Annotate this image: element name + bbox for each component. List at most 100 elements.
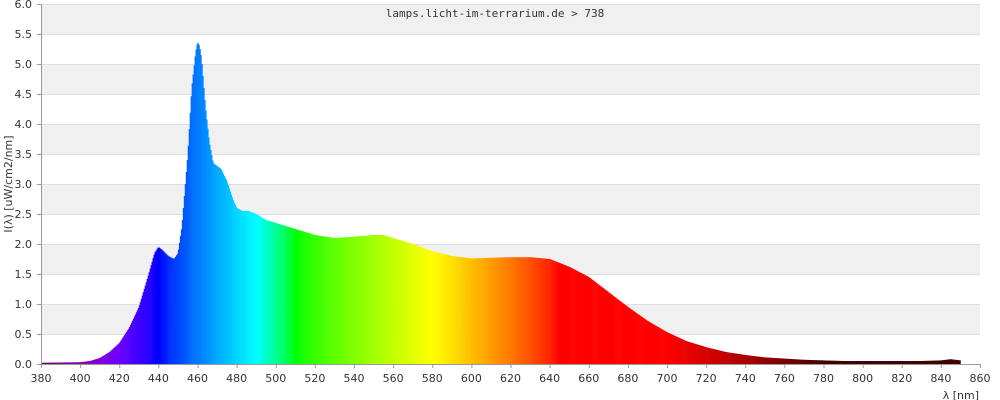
spectrum-bar bbox=[290, 227, 292, 364]
spectrum-bar bbox=[672, 335, 675, 364]
spectrum-bar bbox=[681, 339, 683, 364]
spectrum-bar bbox=[391, 237, 393, 364]
spectrum-bar bbox=[713, 349, 716, 364]
spectrum-bar bbox=[293, 228, 295, 364]
grid-band bbox=[41, 124, 980, 154]
spectrum-bar bbox=[705, 347, 707, 364]
spectrum-bar bbox=[873, 361, 875, 364]
y-tick-label: 6.0 bbox=[15, 0, 33, 11]
spectrum-bar bbox=[451, 256, 454, 364]
spectrum-bar bbox=[845, 361, 848, 364]
spectrum-bar bbox=[663, 330, 665, 364]
spectrum-bar bbox=[766, 357, 769, 364]
spectrum-bar bbox=[126, 331, 128, 364]
spectrum-bar bbox=[183, 196, 186, 364]
spectrum-bar bbox=[770, 357, 772, 364]
spectrum-bar bbox=[861, 361, 863, 364]
spectrum-bar bbox=[844, 361, 846, 364]
spectrum-bar bbox=[863, 361, 865, 364]
spectrum-bar bbox=[256, 214, 258, 364]
spectrum-bar bbox=[949, 359, 951, 364]
spectrum-bar bbox=[837, 360, 839, 364]
spectrum-bar bbox=[658, 327, 660, 364]
spectrum-bar bbox=[413, 244, 415, 364]
spectrum-bar bbox=[601, 287, 603, 364]
spectrum-bar bbox=[312, 234, 315, 364]
spectrum-bar bbox=[495, 257, 498, 364]
spectrum-bar bbox=[687, 341, 689, 364]
spectrum-bar bbox=[607, 291, 609, 364]
spectrum-bar bbox=[667, 332, 669, 364]
spectrum-bar bbox=[630, 309, 633, 364]
y-tick-label: 5.0 bbox=[15, 58, 33, 71]
y-tick-label: 0.5 bbox=[15, 328, 33, 341]
spectrum-bar bbox=[783, 358, 785, 364]
spectrum-bar bbox=[678, 337, 681, 364]
spectrum-bar bbox=[200, 55, 202, 364]
x-tick-label: 720 bbox=[696, 372, 717, 385]
spectrum-bar bbox=[48, 362, 51, 364]
spectrum-bar bbox=[726, 352, 728, 364]
spectrum-bar bbox=[264, 219, 266, 364]
spectrum-bar bbox=[132, 318, 135, 364]
spectrum-bar bbox=[641, 317, 643, 364]
spectrum-bar bbox=[544, 258, 547, 364]
spectrum-bar bbox=[754, 356, 756, 364]
spectrum-bar bbox=[316, 235, 319, 364]
spectrum-bar bbox=[328, 237, 330, 364]
spectrum-bar bbox=[848, 361, 851, 364]
spectrum-bar bbox=[176, 253, 179, 364]
spectrum-bar bbox=[303, 231, 305, 364]
spectrum-bar bbox=[273, 222, 276, 364]
spectrum-bar bbox=[323, 236, 325, 364]
spectrum-bar bbox=[673, 335, 676, 364]
spectrum-bar bbox=[543, 258, 546, 364]
spectrum-bar bbox=[214, 164, 216, 364]
spectrum-bar bbox=[545, 258, 547, 364]
y-tick-labels: 0.0 0.5 1.0 1.5 2.0 2.5 3.0 3.5 4.0 4.5 5.0 5.5 6.0 bbox=[15, 0, 41, 371]
spectrum-bar bbox=[842, 360, 844, 364]
spectrum-bar bbox=[628, 308, 631, 364]
y-tick-label: 3.5 bbox=[15, 148, 33, 161]
spectrum-bar bbox=[262, 217, 264, 364]
spectrum-bar bbox=[792, 359, 794, 364]
spectrum-bar bbox=[954, 359, 956, 364]
spectrum-bar bbox=[357, 236, 360, 364]
spectrum-bar bbox=[420, 247, 422, 364]
spectrum-bar bbox=[94, 359, 97, 364]
spectrum-bar bbox=[565, 265, 567, 364]
spectrum-bar bbox=[238, 209, 240, 364]
spectrum-bar bbox=[775, 358, 777, 364]
spectrum-bar bbox=[138, 305, 141, 364]
y-tick-label: 0.0 bbox=[15, 358, 33, 371]
spectrum-bar bbox=[636, 313, 638, 364]
spectrum-bar bbox=[51, 362, 54, 364]
spectrum-bar bbox=[86, 361, 89, 364]
spectrum-bar bbox=[885, 361, 887, 364]
spectrum-bar bbox=[902, 361, 905, 364]
spectrum-bar bbox=[904, 361, 906, 364]
spectrum-bar bbox=[232, 200, 234, 364]
spectrum-bar bbox=[876, 361, 878, 364]
spectrum-bar bbox=[216, 165, 218, 364]
spectrum-bar bbox=[611, 294, 613, 364]
spectrum-bar bbox=[277, 223, 279, 364]
spectrum-bar bbox=[363, 235, 366, 364]
spectrum-bar bbox=[430, 250, 432, 364]
spectrum-bar bbox=[137, 308, 140, 364]
spectrum-bar bbox=[349, 237, 351, 364]
spectrum-bar bbox=[371, 235, 373, 364]
spectrum-bar bbox=[816, 360, 818, 364]
spectrum-bar bbox=[743, 354, 745, 364]
spectrum-bar bbox=[600, 286, 602, 364]
y-tick-label: 4.5 bbox=[15, 88, 33, 101]
spectrum-bar bbox=[758, 356, 761, 364]
spectrum-bar bbox=[415, 245, 417, 364]
spectrum-bar bbox=[655, 325, 657, 364]
spectrum-bar bbox=[428, 249, 430, 364]
spectrum-bar bbox=[203, 88, 205, 364]
y-tick-label: 2.0 bbox=[15, 238, 33, 251]
spectrum-bar bbox=[883, 361, 885, 364]
spectrum-bar bbox=[98, 358, 100, 364]
spectrum-bar bbox=[385, 235, 387, 364]
